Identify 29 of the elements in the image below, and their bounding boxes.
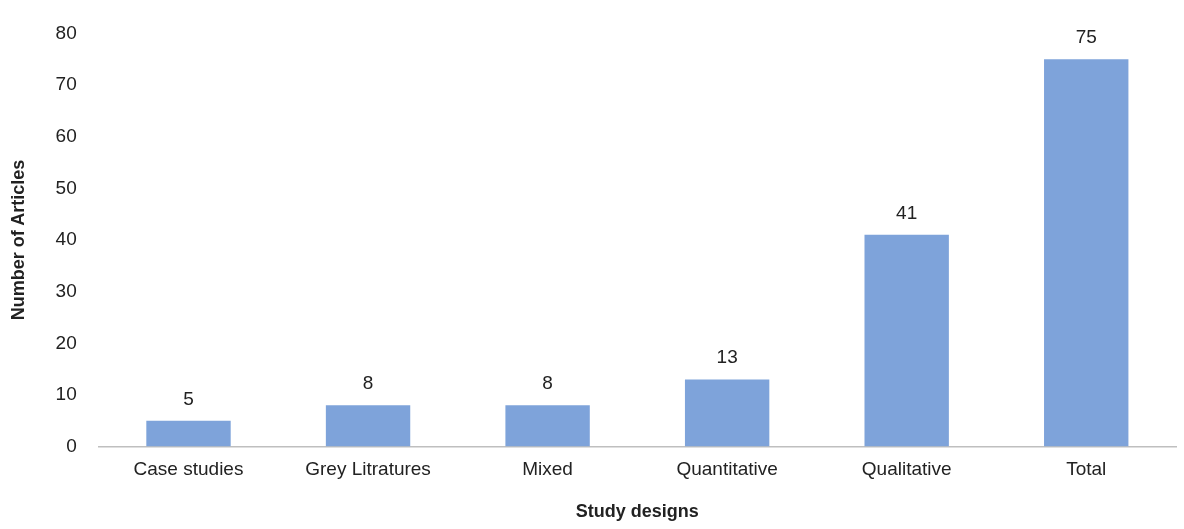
x-tick-label: Case studies [133,458,244,480]
y-tick-label: 50 [55,176,77,198]
data-label: 41 [896,201,918,223]
data-label: 75 [1075,25,1097,47]
data-label: 13 [716,346,738,368]
y-tick-label: 80 [55,21,77,43]
bar [864,234,949,447]
bar [146,420,231,447]
data-label: 8 [542,372,553,394]
bar [1044,59,1129,447]
y-tick-label: 30 [55,279,77,301]
data-label: 5 [183,387,194,409]
y-axis-title: Number of Articles [7,159,28,321]
x-tick-label: Quantitative [676,458,778,480]
y-tick-label: 0 [66,434,77,456]
data-label: 8 [362,372,374,394]
y-tick-label: 60 [55,124,77,146]
x-tick-label: Qualitative [861,458,952,480]
bar [684,379,770,447]
x-tick-label: Grey Litratures [305,458,431,480]
y-tick-label: 70 [55,73,77,95]
bar [505,405,590,447]
x-axis-title: Study designs [575,501,699,522]
x-tick-label: Mixed [522,458,573,480]
bar [325,405,411,447]
y-tick-label: 20 [55,331,77,353]
y-tick-label: 40 [55,228,77,250]
x-tick-label: Total [1066,458,1107,480]
y-tick-label: 10 [55,383,77,405]
